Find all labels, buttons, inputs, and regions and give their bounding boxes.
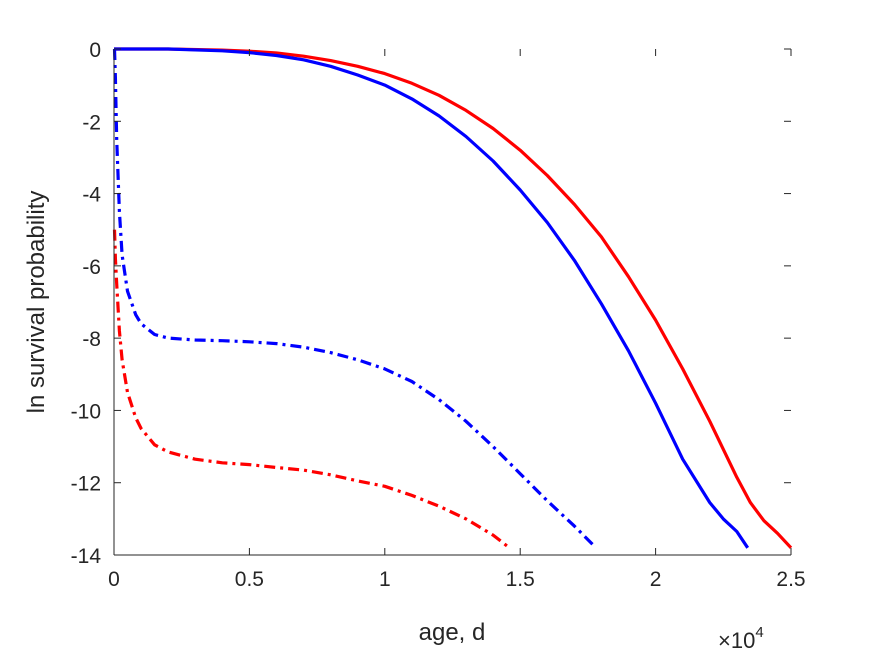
multiplier-exponent: 4 <box>755 624 763 641</box>
x-tick-label: 0 <box>108 568 120 591</box>
x-tick-label: 1.5 <box>506 568 535 591</box>
y-tick-label: -12 <box>71 473 101 496</box>
x-tick-label: 0.5 <box>235 568 264 591</box>
y-tick-label: 0 <box>89 39 101 62</box>
y-axis-label: ln survival probability <box>23 191 50 414</box>
y-tick-label: -6 <box>82 256 101 279</box>
x-tick-label: 2.5 <box>776 568 805 591</box>
y-ticks: 0 -2 -4 -6 -8 -10 -12 -14 <box>71 39 791 568</box>
series-line-3 <box>112 48 598 549</box>
plot-area <box>114 49 791 555</box>
x-axis-multiplier: ×104 <box>718 624 764 653</box>
x-ticks: 0 0.5 1 1.5 2 2.5 <box>108 49 806 591</box>
series-line-4 <box>112 229 511 550</box>
series-line-1 <box>114 47 793 549</box>
axes-layer <box>113 49 791 556</box>
y-tick-label: -14 <box>71 545 102 568</box>
series-line-2 <box>114 47 750 549</box>
x-tick-label: 2 <box>650 568 662 591</box>
x-tick-label: 1 <box>379 568 391 591</box>
y-tick-label: -10 <box>71 400 101 423</box>
y-tick-label: -8 <box>82 328 101 351</box>
multiplier-base: ×10 <box>718 628 755 653</box>
y-tick-label: -2 <box>82 111 101 134</box>
y-tick-label: -4 <box>82 184 101 207</box>
series-layer <box>112 47 793 550</box>
x-axis-label: age, d <box>419 619 486 646</box>
